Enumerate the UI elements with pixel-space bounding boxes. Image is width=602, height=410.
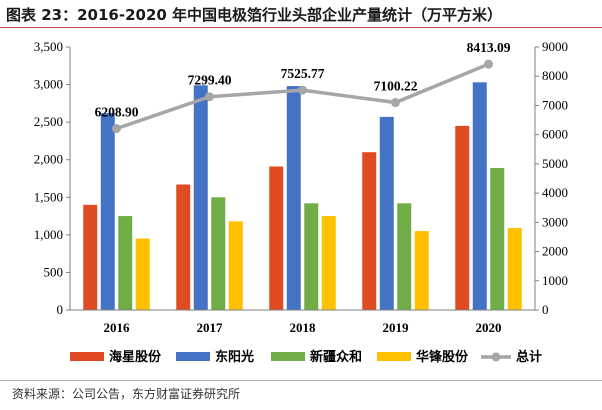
bar-海星股份-2018 — [269, 166, 284, 310]
source-divider — [0, 380, 602, 381]
left-tick-label: 3,000 — [34, 77, 63, 92]
right-tick-label: 5000 — [542, 156, 568, 171]
bar-series — [83, 82, 522, 311]
right-tick-label: 1000 — [542, 273, 568, 288]
bar-东阳光-2016 — [100, 113, 115, 310]
bar-华锋股份-2017 — [228, 221, 243, 310]
bar-东阳光-2017 — [193, 85, 208, 310]
right-tick-label: 9000 — [542, 39, 568, 54]
bar-东阳光-2019 — [379, 116, 394, 310]
right-axis: 0 1000 2000 3000 4000 5000 6000 7000 8000 9000 — [534, 39, 568, 317]
bar-华锋股份-2018 — [321, 216, 336, 310]
legend-label: 海星股份 — [109, 349, 162, 365]
total-data-label: 6208.90 — [95, 105, 139, 120]
bar-华锋股份-2020 — [507, 228, 522, 310]
bar-海星股份-2016 — [83, 204, 98, 310]
legend-label: 新疆众和 — [310, 349, 362, 365]
bar-东阳光-2020 — [472, 82, 487, 310]
total-data-label: 8413.09 — [467, 40, 511, 55]
bar-海星股份-2019 — [362, 152, 377, 310]
total-data-label: 7299.40 — [188, 73, 232, 88]
total-data-label: 7100.22 — [374, 79, 418, 94]
bar-新疆众和-2016 — [118, 216, 133, 310]
bar-海星股份-2017 — [176, 184, 191, 310]
right-tick-label: 4000 — [542, 185, 568, 200]
legend-label: 东阳光 — [215, 349, 254, 365]
right-tick-label: 0 — [542, 302, 549, 317]
x-tick-label: 2017 — [197, 320, 224, 335]
x-tick-label: 2018 — [290, 320, 317, 335]
right-tick-label: 6000 — [542, 127, 568, 142]
legend-swatch-海星股份 — [70, 352, 104, 361]
x-tick-label: 2016 — [104, 320, 131, 335]
x-tick-label: 2019 — [383, 320, 410, 335]
bar-新疆众和-2018 — [304, 203, 319, 310]
x-axis: 2016 2017 2018 2019 2020 — [70, 309, 535, 335]
legend-marker-总计 — [491, 352, 501, 362]
bar-华锋股份-2016 — [135, 238, 150, 310]
legend-swatch-华锋股份 — [377, 352, 411, 361]
total-point-2016 — [112, 124, 121, 134]
bar-line-chart: 0 500 1,000 1,500 2,000 2,500 3,000 3,500 0 1000… — [34, 39, 568, 365]
left-tick-label: 500 — [44, 264, 64, 279]
left-tick-label: 3,500 — [34, 39, 63, 54]
left-axis: 0 500 1,000 1,500 2,000 2,500 3,000 3,500 — [34, 39, 71, 317]
bar-新疆众和-2020 — [490, 167, 505, 310]
total-data-label: 7525.77 — [281, 66, 325, 81]
right-tick-label: 7000 — [542, 97, 568, 112]
chart-title: 图表 23：2016-2020 年中国电极箔行业头部企业产量统计（万平方米） — [6, 6, 503, 24]
total-point-2017 — [205, 92, 214, 102]
x-tick-label: 2020 — [476, 320, 502, 335]
left-tick-label: 2,500 — [34, 114, 63, 129]
bar-华锋股份-2019 — [414, 231, 429, 310]
right-tick-label: 2000 — [542, 244, 568, 259]
bar-新疆众和-2019 — [397, 203, 412, 310]
left-tick-label: 2,000 — [34, 152, 63, 167]
legend-swatch-东阳光 — [176, 352, 210, 361]
legend-swatch-新疆众和 — [271, 352, 305, 361]
left-tick-label: 1,000 — [34, 227, 63, 242]
total-point-2019 — [391, 98, 400, 108]
right-tick-label: 8000 — [542, 68, 568, 83]
total-line-series: 6208.90 7299.40 7525.77 7100.22 8413.09 — [95, 40, 511, 134]
left-tick-label: 0 — [57, 302, 64, 317]
legend-label: 华锋股份 — [416, 349, 469, 365]
bar-东阳光-2018 — [286, 86, 301, 311]
bar-新疆众和-2017 — [211, 197, 226, 310]
bar-海星股份-2020 — [455, 125, 470, 311]
right-tick-label: 3000 — [542, 214, 568, 229]
legend-label: 总计 — [516, 349, 542, 365]
legend: 海星股份 东阳光 新疆众和 华锋股份 总计 — [70, 349, 542, 365]
title-divider — [0, 27, 602, 28]
total-point-2018 — [298, 85, 307, 95]
total-point-2020 — [484, 59, 493, 69]
left-tick-label: 1,500 — [34, 189, 63, 204]
source-note: 资料来源：公司公告，东方财富证券研究所 — [12, 387, 241, 401]
